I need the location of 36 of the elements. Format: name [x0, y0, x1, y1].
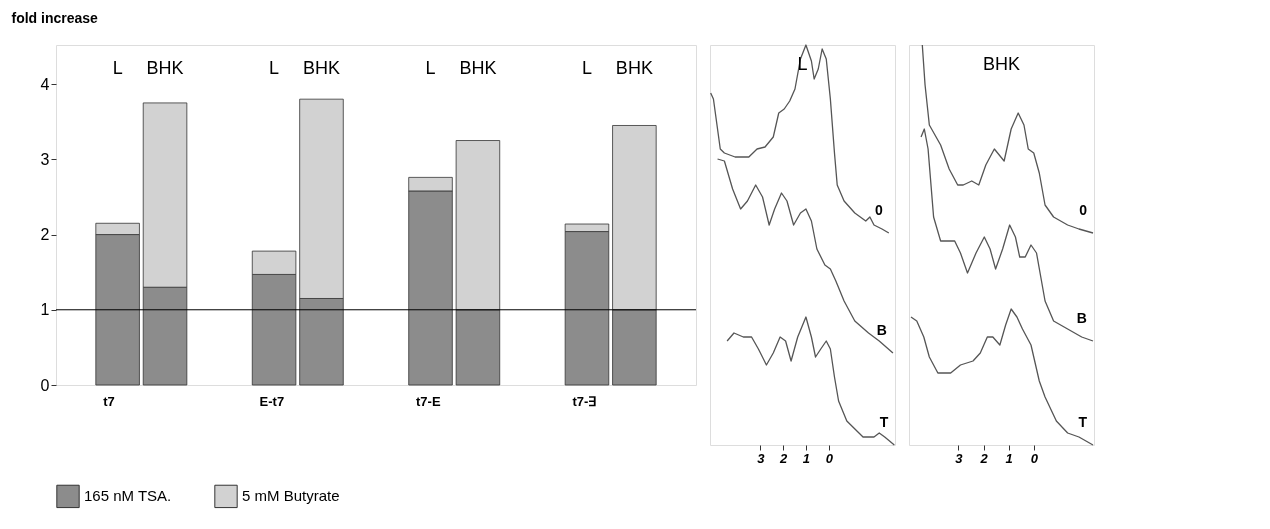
x-tick-label: 2: [979, 450, 989, 466]
annotation: L: [581, 58, 592, 78]
x-tick-label: t7-∃: [572, 393, 597, 409]
text: L: [797, 54, 808, 75]
series-label: B: [1076, 310, 1087, 326]
x-tick-label: 1: [1005, 450, 1013, 466]
annotation: BHK: [615, 58, 653, 78]
x-tick-label: t7: [103, 393, 115, 409]
legend-label: 165 nM TSA.: [84, 487, 172, 505]
y-tick-label: 1: [40, 301, 50, 319]
legend-label: 5 mM Butyrate: [242, 487, 340, 505]
annotation: L: [112, 58, 123, 78]
y-tick-label: 3: [40, 150, 50, 168]
x-tick-label: 0: [825, 450, 834, 466]
series-label: T: [879, 414, 889, 430]
x-tick-label: 3: [955, 450, 964, 466]
annotation: L: [269, 58, 280, 78]
series-label: 0: [875, 202, 884, 218]
y-axis-title: fold increase: [11, 9, 99, 26]
x-tick-label: 1: [802, 450, 811, 466]
x-tick-label: 3: [757, 450, 766, 466]
annotation: BHK: [302, 58, 340, 78]
y-tick-label: 0: [40, 376, 50, 394]
x-tick-label: t7-E: [416, 393, 441, 409]
annotation: L: [425, 58, 436, 78]
y-tick-label: 4: [40, 75, 50, 93]
annotation: BHK: [459, 58, 497, 78]
y-tick-label: 2: [40, 226, 50, 244]
x-tick-label: 0: [1030, 450, 1039, 466]
series-label: B: [876, 322, 887, 338]
x-tick-label: 2: [778, 450, 788, 466]
series-label: 0: [1079, 202, 1088, 218]
annotation: BHK: [146, 58, 184, 78]
text: BHK: [982, 54, 1021, 75]
x-tick-label: E-t7: [259, 393, 285, 409]
series-label: T: [1078, 414, 1088, 430]
